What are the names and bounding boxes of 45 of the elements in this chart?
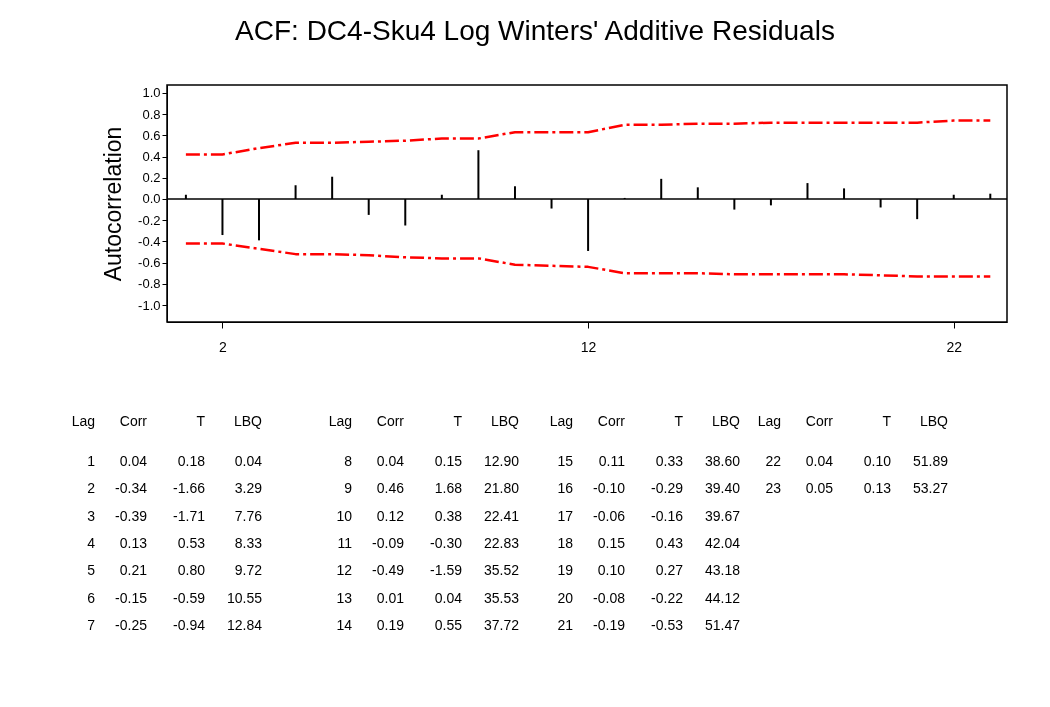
text: 8 0.04 0.15 12.90	[344, 453, 519, 469]
text: 15 0.11 0.33 38.60	[557, 453, 740, 469]
y-tick-label: -1.0	[138, 297, 161, 313]
text: 4 0.13 0.53 8.33	[87, 534, 262, 551]
text: 21 -0.19 -0.53 51.47	[557, 616, 740, 633]
text: 14 0.19 0.55 37.72	[336, 616, 519, 633]
x-tick-label: 22	[946, 338, 963, 355]
text: 7 -0.25 -0.94 12.84	[87, 616, 262, 633]
text: 2 -0.34 -1.66 3.29	[87, 480, 262, 497]
y-tick-label: 0.6	[142, 127, 161, 143]
text: 10 0.12 0.38 22.41	[336, 507, 519, 524]
y-tick-label: -0.4	[138, 233, 161, 249]
text: 3 -0.39 -1.71 7.76	[87, 507, 262, 524]
text: 11 -0.09 -0.30 22.83	[337, 534, 519, 551]
text: Lag Corr T LBQ	[549, 413, 740, 429]
y-tick-label: 0.2	[142, 170, 161, 186]
text: Lag Corr T LBQ	[71, 413, 262, 429]
text: 18 0.15 0.43 42.04	[557, 534, 740, 551]
text: 13 0.01 0.04 35.53	[336, 589, 519, 606]
text: 16 -0.10 -0.29 39.40	[557, 480, 740, 497]
y-tick-label: -0.8	[138, 276, 161, 292]
y-tick-label: 0.0	[142, 191, 161, 207]
text: 22 0.04 0.10 51.89	[765, 453, 948, 469]
text: 1 0.04 0.18 0.04	[87, 453, 262, 469]
x-tick-label: 12	[580, 338, 597, 355]
text: Lag Corr T LBQ	[757, 413, 948, 429]
y-tick-label: 1.0	[142, 85, 161, 101]
text: 23 0.05 0.13 53.27	[765, 480, 948, 497]
text: Lag Corr T LBQ	[328, 413, 519, 429]
line-series	[184, 119, 992, 156]
chart-title: ACF: DC4-Sku4 Log Winters' Additive Residuals	[235, 15, 835, 46]
text: 5 0.21 0.80 9.72	[87, 562, 262, 579]
text: 19 0.10 0.27 43.18	[557, 562, 740, 579]
text: 20 -0.08 -0.22 44.12	[557, 589, 740, 606]
y-tick-label: -0.6	[138, 255, 161, 271]
text: 17 -0.06 -0.16 39.67	[557, 507, 740, 524]
text: 12 -0.49 -1.59 35.52	[336, 562, 519, 579]
y-tick-label: 0.4	[142, 149, 161, 165]
x-tick-label: 2	[219, 338, 228, 355]
y-axis-title: Autocorrelation	[100, 126, 127, 282]
y-tick-label: -0.2	[138, 212, 161, 228]
line-series	[184, 242, 992, 278]
text: 6 -0.15 -0.59 10.55	[87, 589, 262, 606]
y-tick-label: 0.8	[142, 106, 161, 122]
text: 9 0.46 1.68 21.80	[344, 480, 519, 497]
